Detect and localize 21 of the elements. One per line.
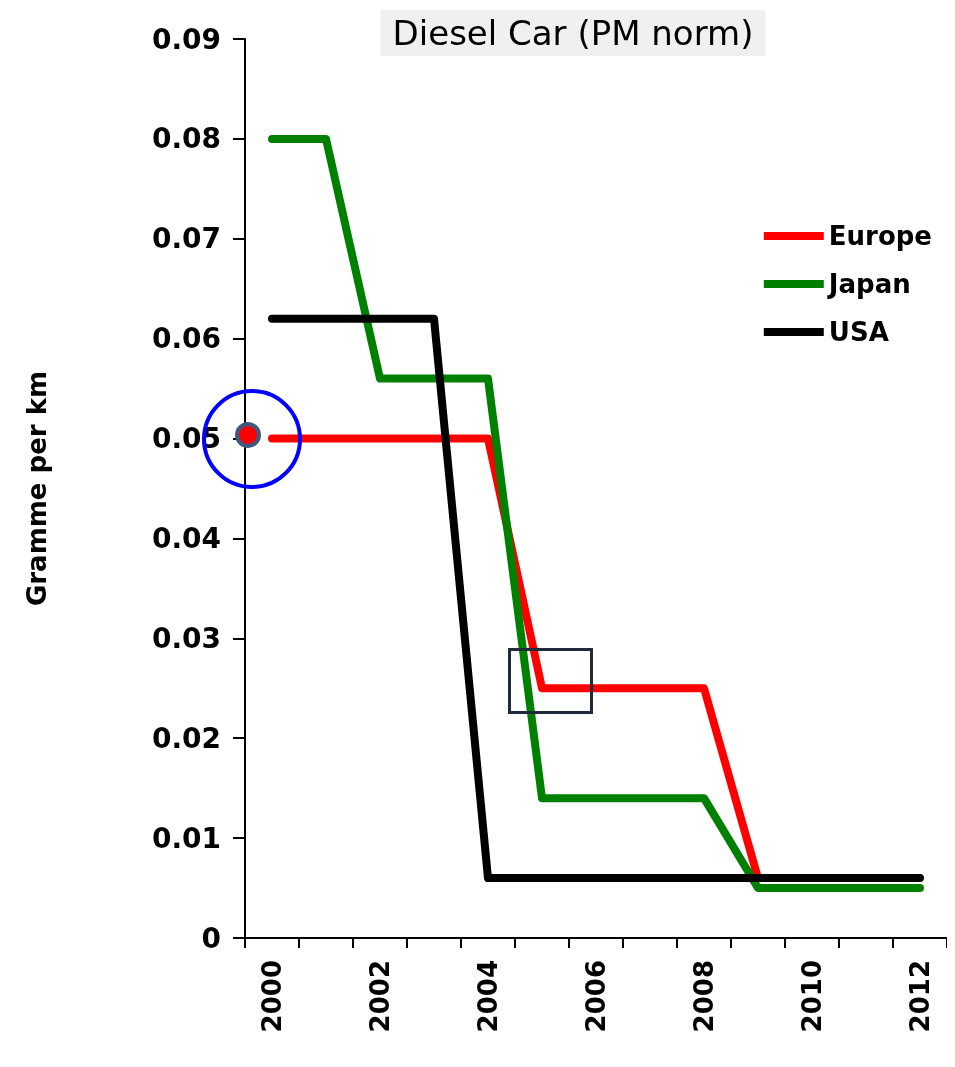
y-tick-label: 0.06 xyxy=(151,322,221,356)
chart-title: Diesel Car (PM norm) xyxy=(392,13,754,53)
x-tick-label: 2002 xyxy=(365,960,395,1033)
y-tick-label: 0.01 xyxy=(151,821,221,855)
y-tick-label: 0.02 xyxy=(151,721,221,755)
x-tick-label: 2012 xyxy=(905,960,935,1033)
y-tick-label: 0.09 xyxy=(151,22,221,56)
x-tick-label: 2006 xyxy=(581,960,611,1033)
y-tick-label: 0.07 xyxy=(151,222,221,256)
x-tick-label: 2010 xyxy=(797,960,827,1033)
legend-label: USA xyxy=(828,317,889,347)
y-tick-label: 0 xyxy=(201,921,221,955)
y-tick-label: 0.08 xyxy=(151,122,221,156)
x-tick-label: 2008 xyxy=(689,960,719,1033)
x-tick-label: 2000 xyxy=(257,960,287,1033)
y-axis-title: Gramme per km xyxy=(22,370,52,607)
y-tick-label: 0.04 xyxy=(151,521,221,555)
legend-label: Europe xyxy=(828,221,932,251)
y-tick-label: 0.03 xyxy=(151,621,221,655)
legend-label: Japan xyxy=(826,269,911,299)
x-tick-label: 2004 xyxy=(473,960,503,1033)
